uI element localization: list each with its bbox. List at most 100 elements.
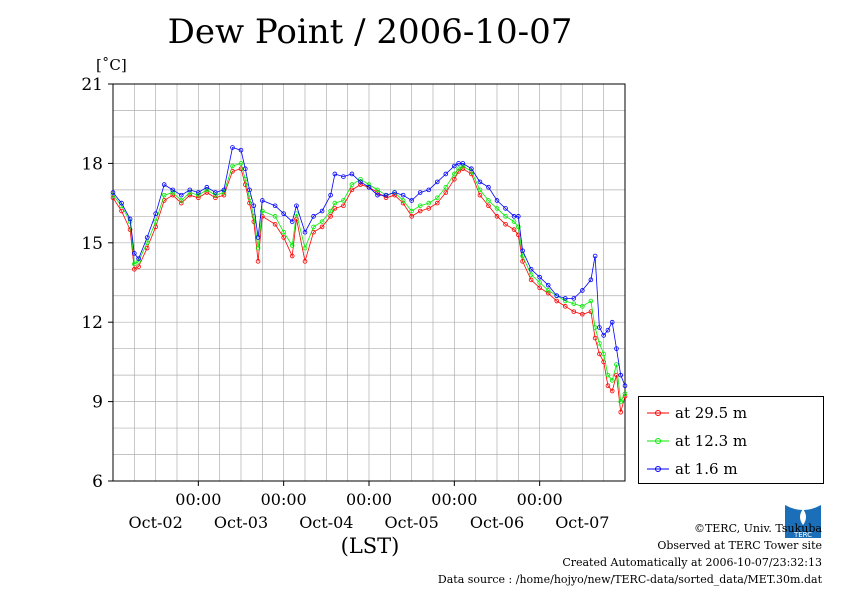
x-tick-date: Oct-02	[129, 513, 183, 532]
x-tick-date: Oct-03	[214, 513, 268, 532]
data-point-1	[477, 187, 483, 193]
legend-entry-1-6m: at 1.6 m	[647, 459, 738, 479]
data-point-2	[434, 179, 440, 185]
data-point-2	[605, 327, 611, 333]
data-point-1	[516, 224, 521, 230]
data-point-0	[477, 192, 483, 198]
data-point-2	[417, 190, 423, 195]
data-point-1	[528, 272, 534, 277]
legend-entry-12-3m: at 12.3 m	[647, 431, 747, 451]
data-point-1	[221, 190, 227, 195]
data-point-2	[571, 296, 577, 301]
data-point-1	[571, 301, 577, 306]
data-point-0	[178, 200, 184, 206]
source-text: Data source : /home/hojyo/new/TERC-data/…	[437, 573, 822, 586]
data-point-0	[358, 182, 363, 187]
data-point-2	[349, 171, 355, 177]
y-tick-label: 6	[92, 472, 103, 492]
data-point-1	[311, 224, 316, 230]
data-point-2	[618, 372, 624, 378]
data-point-2	[592, 253, 598, 259]
data-point-2	[230, 145, 235, 150]
data-point-0	[383, 195, 389, 201]
series-line-2	[112, 146, 626, 386]
data-point-2	[170, 187, 176, 193]
data-point-2	[272, 203, 278, 209]
data-point-1	[605, 372, 611, 378]
data-point-0	[417, 208, 423, 214]
data-point-0	[213, 195, 218, 201]
data-point-2	[477, 179, 483, 185]
data-point-2	[213, 190, 218, 195]
data-point-2	[281, 211, 286, 216]
legend-label: at 1.6 m	[675, 460, 738, 478]
data-point-1	[426, 200, 432, 206]
data-point-1	[358, 176, 363, 182]
data-point-2	[400, 192, 406, 198]
x-tick-time: 00:00	[517, 490, 563, 509]
data-point-0	[426, 206, 432, 211]
data-point-0	[255, 259, 261, 264]
y-tick-label: 21	[81, 75, 103, 95]
data-point-0	[170, 192, 176, 198]
data-point-2	[144, 235, 150, 240]
data-point-2	[562, 296, 568, 301]
legend-marker-green	[647, 438, 669, 444]
data-point-1	[132, 261, 137, 267]
data-point-2	[289, 219, 295, 224]
x-tick-time: 00:00	[431, 490, 477, 509]
data-point-1	[443, 184, 449, 190]
x-tick-time: 00:00	[175, 490, 221, 509]
data-point-1	[580, 304, 585, 309]
data-point-2	[204, 184, 210, 190]
data-point-2	[127, 216, 133, 222]
data-point-1	[511, 219, 517, 224]
created-text: Created Automatically at 2006-10-07/23:3…	[562, 556, 822, 569]
data-point-1	[289, 243, 295, 248]
data-point-2	[375, 192, 380, 198]
logo-text: TERC	[793, 531, 812, 539]
data-point-2	[520, 248, 525, 254]
data-point-0	[196, 195, 201, 201]
data-point-1	[161, 192, 167, 198]
series-line-1	[112, 162, 626, 403]
data-point-0	[537, 285, 542, 291]
data-point-1	[136, 259, 141, 264]
data-point-0	[618, 409, 624, 415]
data-point-2	[580, 288, 585, 293]
data-point-1	[520, 253, 525, 259]
legend-label: at 12.3 m	[675, 432, 748, 450]
data-point-1	[592, 325, 598, 330]
data-point-0	[554, 298, 560, 304]
data-point-2	[187, 187, 193, 193]
data-point-0	[294, 216, 299, 222]
data-point-2	[456, 161, 461, 166]
data-point-2	[238, 147, 244, 153]
data-point-0	[503, 221, 508, 227]
data-point-0	[609, 388, 615, 394]
y-tick-label: 18	[81, 154, 103, 174]
data-point-1	[349, 182, 355, 187]
x-tick-date: Oct-07	[555, 513, 609, 532]
legend: at 29.5 m at 12.3 m at 1.6 m	[638, 396, 824, 484]
data-point-0	[242, 182, 248, 187]
y-axis-label: [˚C]	[96, 56, 127, 74]
data-point-2	[494, 198, 500, 203]
data-point-0	[332, 206, 338, 211]
x-axis-label: (LST)	[341, 534, 400, 558]
data-point-2	[153, 211, 158, 216]
copyright-text: ©TERC, Univ. Tsukuba	[693, 522, 822, 535]
data-point-0	[319, 224, 325, 230]
data-point-0	[144, 245, 150, 251]
data-point-0	[247, 200, 252, 206]
y-tick-label: 9	[92, 393, 103, 413]
data-point-2	[383, 192, 389, 198]
data-point-1	[503, 214, 508, 219]
data-point-1	[281, 229, 286, 235]
data-point-1	[456, 166, 461, 171]
data-point-2	[196, 190, 201, 195]
legend-label: at 29.5 m	[675, 404, 748, 422]
data-point-0	[119, 208, 124, 214]
x-tick-date: Oct-04	[299, 513, 353, 532]
data-point-0	[272, 221, 278, 227]
